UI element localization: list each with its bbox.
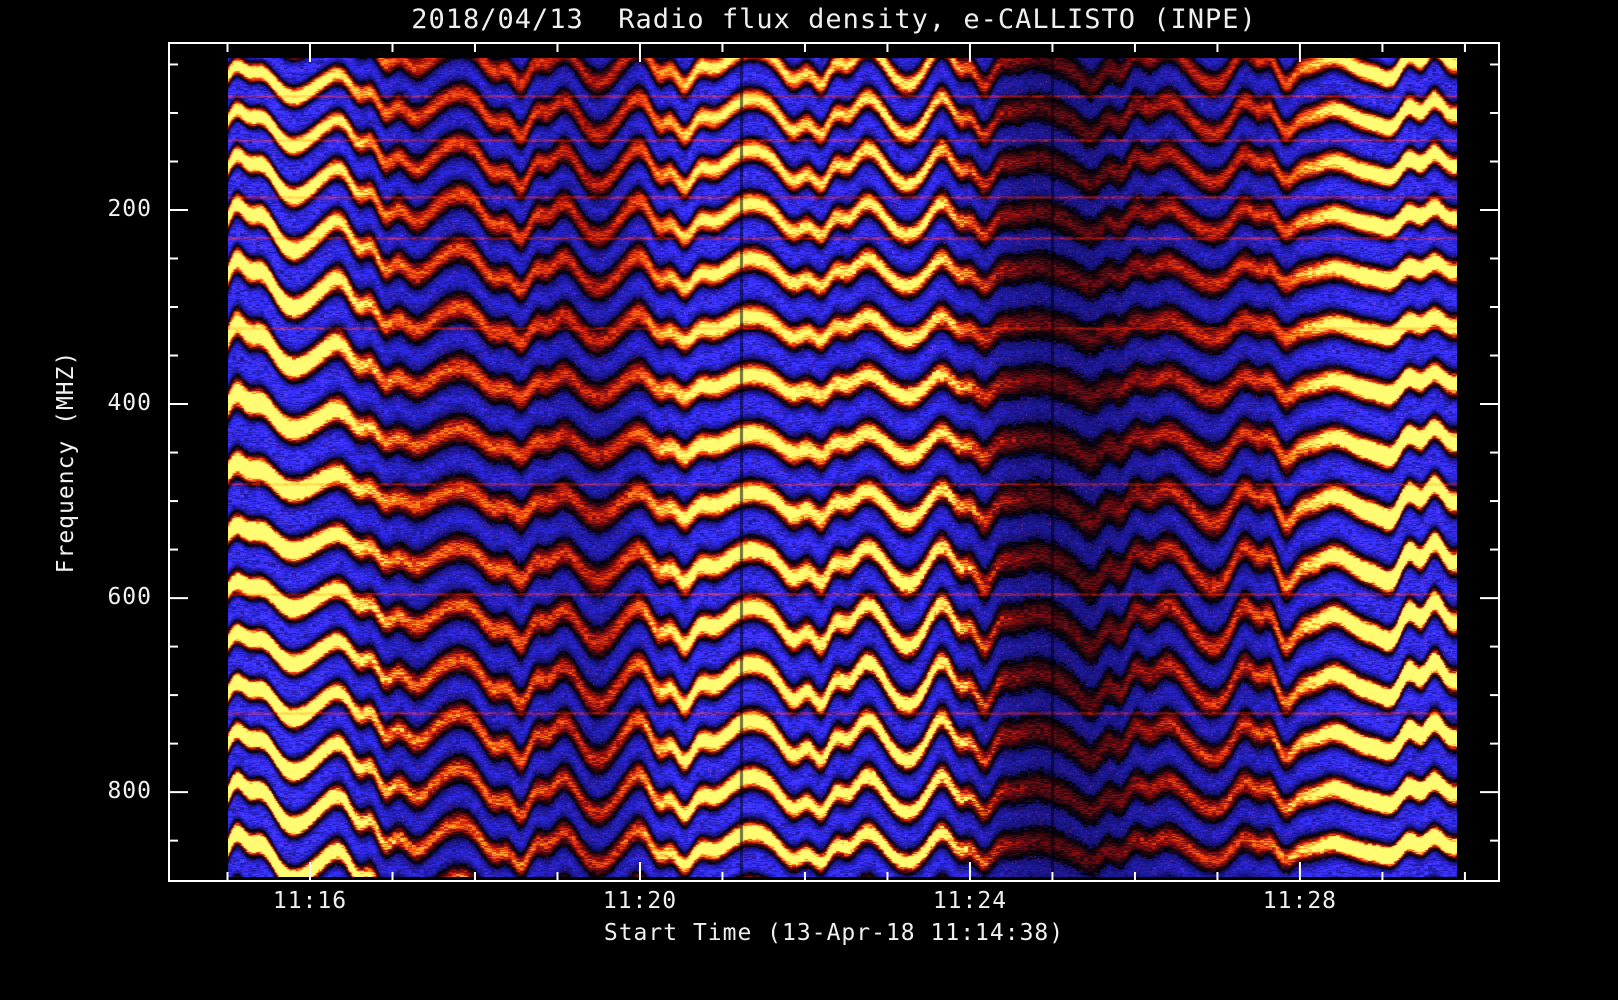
plot-frame	[168, 42, 1500, 882]
x-axis-title: Start Time (13-Apr-18 11:14:38)	[603, 920, 1065, 946]
x-tick-label: 11:20	[602, 888, 678, 914]
x-tick-label: 11:24	[932, 888, 1008, 914]
spectrogram-canvas	[228, 58, 1457, 877]
chart-title: 2018/04/13 Radio flux density, e-CALLIST…	[411, 4, 1257, 35]
x-tick-label: 11:16	[272, 888, 348, 914]
y-tick-label: 200	[107, 196, 152, 222]
x-axis-tick-labels: 11:16 11:20 11:24 11:28	[0, 888, 1618, 918]
y-tick-label: 600	[107, 584, 152, 611]
y-tick-label: 800	[107, 778, 152, 805]
x-tick-label: 11:28	[1262, 888, 1338, 914]
y-tick-label: 400	[107, 390, 152, 417]
y-axis-title: Frequency (MHZ)	[53, 350, 79, 574]
y-axis-tick-labels: 200 400 600 800	[0, 0, 158, 1000]
